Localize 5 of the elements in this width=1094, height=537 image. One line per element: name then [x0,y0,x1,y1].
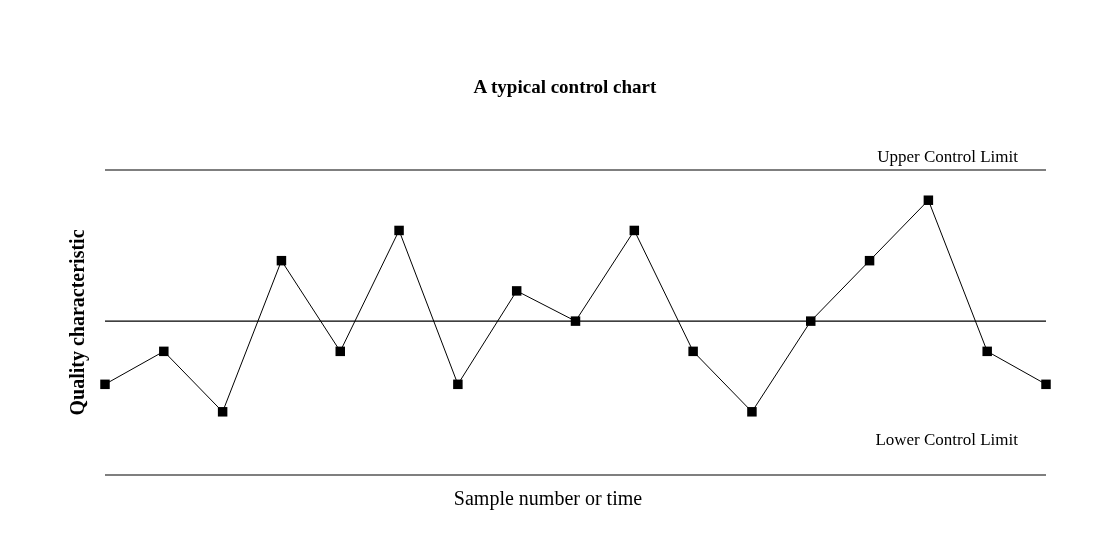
y-axis-title: Quality characteristic [66,229,89,416]
ref-line-label: Upper Control Limit [877,147,1019,166]
chart-title: A typical control chart [473,76,658,97]
ref-line-label: Lower Control Limit [875,430,1019,449]
x-axis-title: Sample number or time [453,487,643,510]
